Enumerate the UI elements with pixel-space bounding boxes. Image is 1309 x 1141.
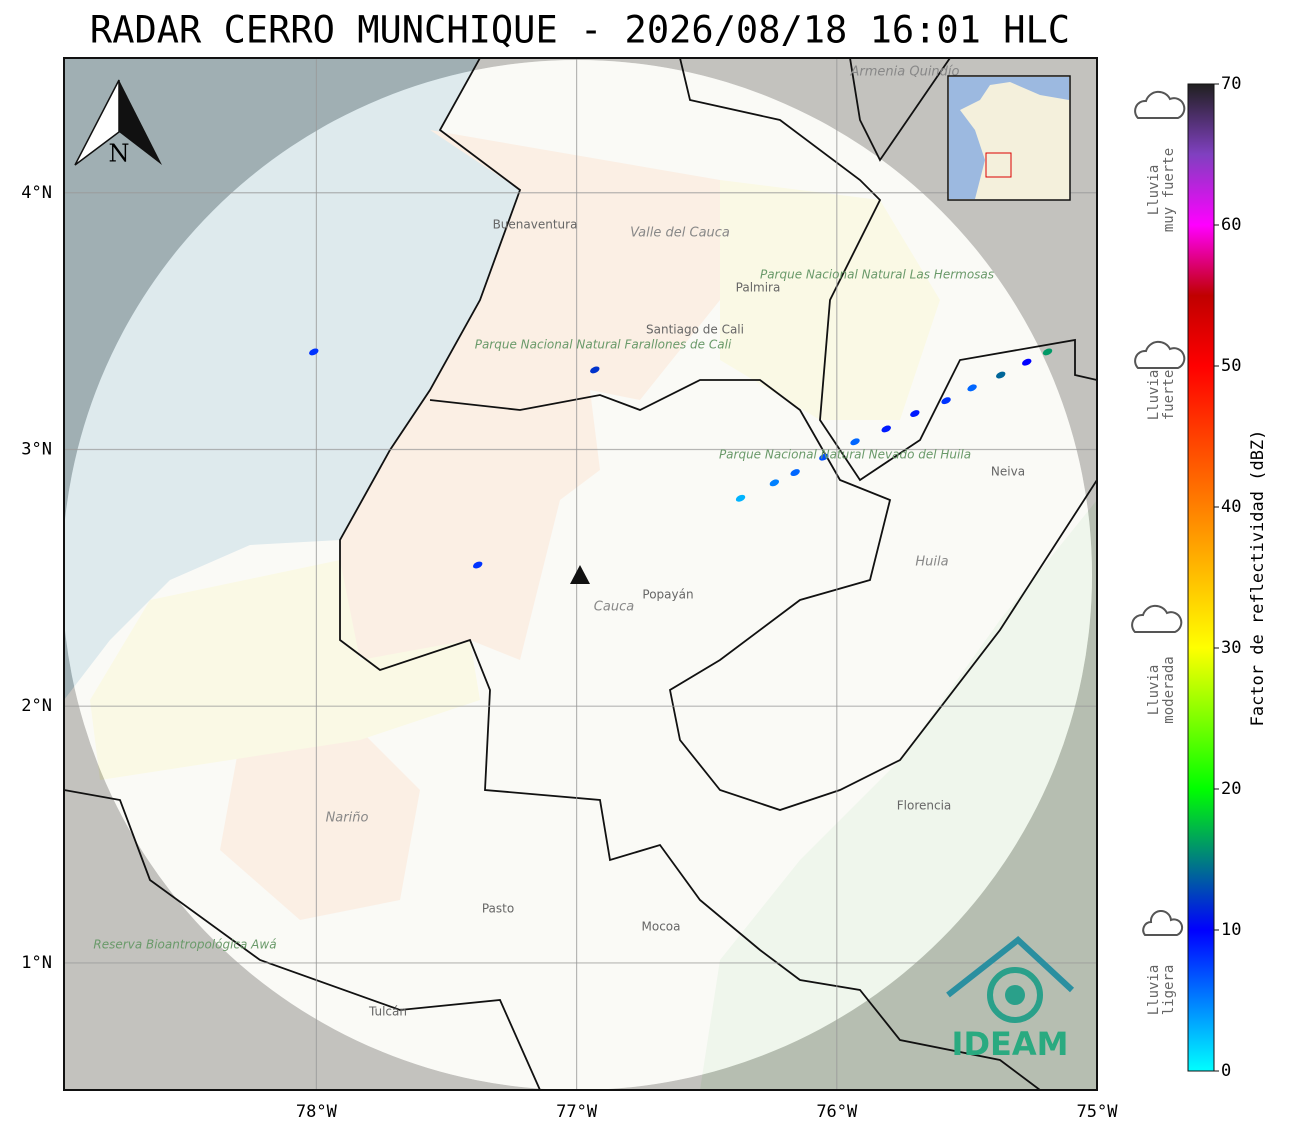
logo-text: IDEAM — [952, 1025, 1069, 1063]
border — [679, 58, 1097, 482]
legend-label: ligera — [1161, 965, 1177, 1016]
legend-entry: Lluvia moderada — [1146, 656, 1177, 723]
colorbar-tick-label: 20 — [1221, 779, 1241, 799]
border — [64, 789, 541, 1090]
x-tick-label: 75°W — [1077, 1102, 1119, 1122]
place-label: Nariño — [326, 811, 369, 826]
radar-echo — [819, 453, 829, 461]
colorbar: 0 10 20 30 40 50 60 70 — [1187, 74, 1241, 1081]
colorbar-tick-label: 60 — [1221, 215, 1241, 235]
place-label: Parque Nacional Natural Las Hermosas — [760, 268, 994, 282]
radar-echo — [590, 366, 600, 374]
rain-icons — [1131, 90, 1186, 936]
legend-entry: Lluvia ligera — [1146, 965, 1177, 1016]
colorbar-tick-label: 10 — [1221, 920, 1241, 940]
radar-echo — [910, 410, 920, 417]
place-label: Buenaventura — [493, 218, 578, 232]
x-tick-label: 78°W — [296, 1102, 338, 1122]
radar-echo — [1042, 348, 1053, 356]
colorbar-label: Factor de reflectividad (dBZ) — [1248, 430, 1268, 727]
radar-echo — [769, 479, 780, 487]
radar-echo — [941, 397, 951, 405]
north-label: N — [109, 140, 130, 168]
place-label: Florencia — [897, 799, 952, 813]
legend-entry: Lluvia fuerte — [1146, 370, 1177, 421]
place-label: Huila — [915, 555, 948, 570]
place-label: Mocoa — [642, 920, 681, 934]
radar-echo — [790, 469, 800, 477]
x-tick-label: 77°W — [556, 1102, 598, 1122]
legend-label: muy fuerte — [1161, 148, 1177, 232]
place-label: Reserva Bioantropológica Awá — [93, 938, 276, 952]
radar-site — [570, 565, 590, 584]
colorbar-tick-label: 70 — [1221, 74, 1241, 94]
radar-echo — [996, 371, 1006, 379]
radar-echo — [850, 438, 860, 446]
legend-entry: Lluvia muy fuerte — [1146, 148, 1177, 232]
place-labels: Buenaventura Valle del Cauca Parque Naci… — [93, 65, 1025, 1019]
colorbar-ramp — [1187, 83, 1215, 1072]
y-tick-label: 4°N — [21, 183, 52, 203]
legend-label: Lluvia — [1146, 165, 1162, 216]
colorbar-tick-label: 40 — [1221, 497, 1241, 517]
radar-echo — [309, 348, 319, 356]
place-label: Pasto — [482, 902, 514, 916]
echoes — [309, 348, 1053, 569]
place-label: Neiva — [991, 465, 1025, 479]
x-tick-label: 76°W — [816, 1102, 858, 1122]
place-label: Parque Nacional Natural Farallones de Ca… — [475, 338, 732, 352]
y-tick-label: 2°N — [21, 696, 52, 716]
radar-echo — [735, 494, 746, 502]
border — [429, 379, 1097, 811]
legend-label: Lluvia — [1146, 965, 1162, 1016]
place-label: Armenia Quindío — [850, 65, 960, 80]
colorbar-tick-label: 0 — [1221, 1061, 1231, 1081]
title: RADAR CERRO MUNCHIQUE - 2026/08/18 16:01… — [90, 9, 1070, 52]
inset-map — [947, 75, 1071, 201]
legend-label: moderada — [1161, 656, 1177, 723]
map-frame — [63, 57, 1098, 1091]
place-label: Valle del Cauca — [630, 226, 730, 241]
place-label: Tulcán — [368, 1005, 407, 1019]
radar-echo — [967, 384, 977, 392]
border — [339, 58, 1041, 1090]
place-label: Cauca — [594, 600, 634, 615]
legend-label: Lluvia — [1146, 665, 1162, 716]
colorbar-tick-label: 50 — [1221, 356, 1241, 376]
radar-echo — [881, 425, 891, 433]
place-label: Popayán — [642, 588, 693, 602]
radar-echo — [473, 561, 483, 569]
ideam-logo: IDEAM — [946, 936, 1075, 1063]
place-label: Parque Nacional Natural Nevado del Huila — [719, 448, 971, 462]
legend-label: Lluvia — [1146, 370, 1162, 421]
y-tick-label: 1°N — [21, 953, 52, 973]
y-tick-label: 3°N — [21, 439, 52, 459]
radar-echo — [1022, 358, 1032, 366]
place-label: Santiago de Cali — [646, 323, 744, 337]
colorbar-tick-label: 30 — [1221, 638, 1241, 658]
border — [849, 58, 951, 162]
north-arrow: N — [74, 79, 162, 168]
legend-label: fuerte — [1161, 370, 1177, 421]
place-label: Palmira — [736, 281, 781, 295]
